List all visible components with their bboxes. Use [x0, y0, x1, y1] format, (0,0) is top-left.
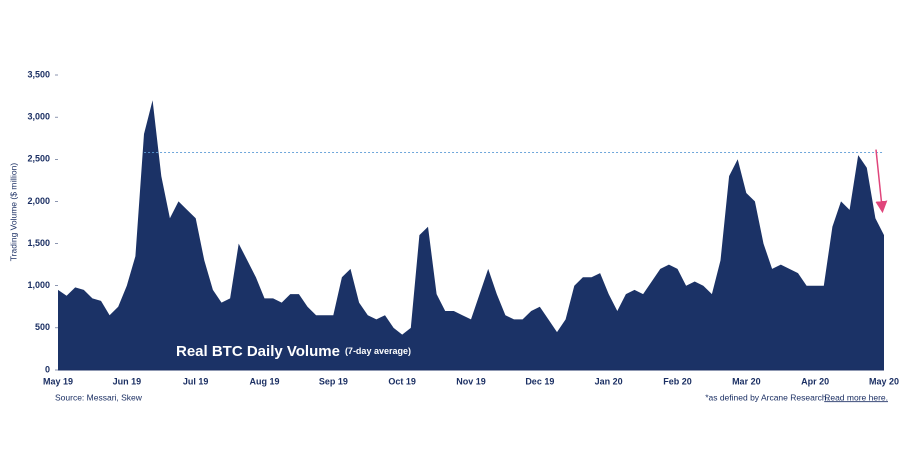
- chart-title: Real BTC Daily Volume (7-day average): [176, 343, 411, 360]
- y-tick-label: 1,500: [27, 238, 50, 248]
- x-tick-label: May 20: [869, 376, 899, 386]
- x-tick-label: Apr 20: [801, 376, 829, 386]
- y-tick-label: 2,000: [27, 196, 50, 206]
- x-tick-label: Jun 19: [113, 376, 142, 386]
- x-tick-label: Jan 20: [595, 376, 623, 386]
- title-sub: (7-day average): [345, 346, 411, 356]
- x-tick-label: Feb 20: [663, 376, 692, 386]
- x-tick-label: Jul 19: [183, 376, 209, 386]
- x-tick-label: Nov 19: [456, 376, 486, 386]
- y-tick-label: 500: [35, 322, 50, 332]
- x-tick-label: Sep 19: [319, 376, 348, 386]
- y-tick-label: 1,000: [27, 280, 50, 290]
- source: Source: Messari, Skew: [55, 392, 143, 402]
- area: [58, 100, 884, 371]
- footnote-link[interactable]: Read more here.: [824, 392, 888, 402]
- x-tick-label: May 19: [43, 376, 73, 386]
- footnote: *as defined by Arcane Research.: [705, 392, 829, 402]
- arrow: [875, 149, 888, 214]
- title-main: Real BTC Daily Volume: [176, 343, 340, 360]
- x-tick-label: Dec 19: [525, 376, 554, 386]
- y-tick-label: 0: [45, 364, 50, 374]
- y-axis-label: Trading Volume ($ million): [8, 163, 18, 262]
- y-tick-label: 2,500: [27, 154, 50, 164]
- x-tick-label: Oct 19: [388, 376, 416, 386]
- y-tick-label: 3,500: [27, 69, 50, 79]
- x-tick-label: Aug 19: [249, 376, 279, 386]
- x-tick-label: Mar 20: [732, 376, 761, 386]
- y-tick-label: 3,000: [27, 112, 50, 122]
